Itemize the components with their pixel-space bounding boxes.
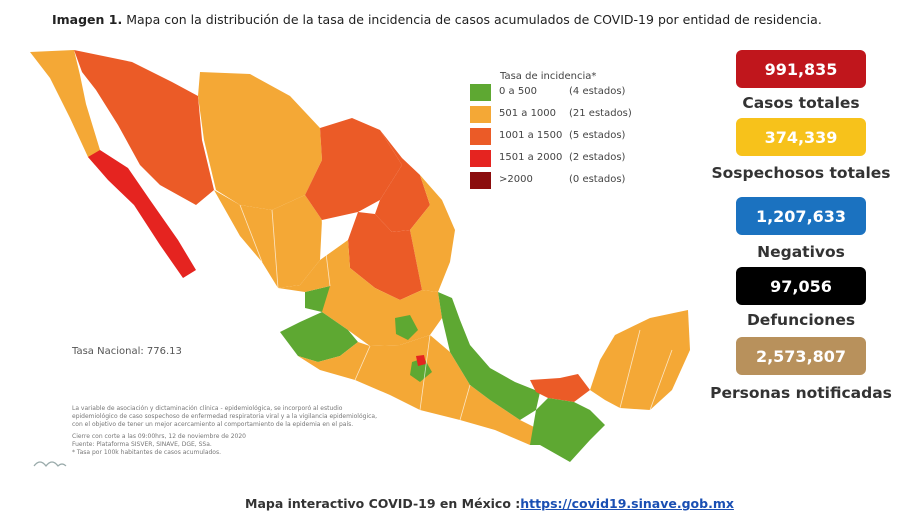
state-baja-california-sur <box>88 150 196 278</box>
legend-swatch <box>470 127 491 145</box>
stat-defunciones-value: 97,056 <box>736 267 866 305</box>
legend-swatch <box>470 171 491 189</box>
stat-sospechosos-label: Sospechosos totales <box>711 164 891 182</box>
stat-casos-totales-label: Casos totales <box>742 94 860 112</box>
legend-item: >2000 (0 estados) <box>470 171 625 189</box>
note-line: Cierre con corte a las 09:00hrs, 12 de n… <box>72 433 246 440</box>
legend-swatch <box>470 149 491 167</box>
state-coahuila <box>305 118 402 220</box>
legend-count: (21 estados) <box>569 108 632 119</box>
legend-count: (5 estados) <box>569 130 626 141</box>
legend-count: (4 estados) <box>569 86 626 97</box>
legend-range: >2000 <box>499 174 533 185</box>
legend-range: 1001 a 1500 <box>499 130 563 141</box>
legend-swatch <box>470 105 491 123</box>
stat-negativos-value: 1,207,633 <box>736 197 866 235</box>
state-chihuahua <box>198 72 322 210</box>
state-jalisco <box>280 312 358 362</box>
legend-count: (2 estados) <box>569 152 626 163</box>
note-line: con el objetivo de tener un mejor acerca… <box>72 421 354 428</box>
legend-item: 1001 a 1500 (5 estados) <box>470 127 625 145</box>
legend-range: 0 a 500 <box>499 86 537 97</box>
legend-range: 1501 a 2000 <box>499 152 563 163</box>
legend-swatch <box>470 83 491 101</box>
legend-range: 501 a 1000 <box>499 108 557 119</box>
state-hidalgo <box>395 315 418 340</box>
stat-casos-totales-value: 991,835 <box>736 50 866 88</box>
stat-negativos-label: Negativos <box>757 243 845 261</box>
legend-item: 501 a 1000 (21 estados) <box>470 105 632 123</box>
state-tabasco <box>530 374 590 402</box>
footer-text: Mapa interactivo COVID-19 en México : <box>245 496 521 511</box>
note-line: La variable de asociación y dictaminació… <box>72 405 343 412</box>
figure-caption: Imagen 1. Mapa con la distribución de la… <box>52 12 822 27</box>
state-durango-sinaloa <box>214 190 322 288</box>
stat-personas-notificadas-label: Personas notificadas <box>710 384 892 402</box>
state-yucatan-peninsula <box>590 310 690 410</box>
national-rate: Tasa Nacional: 776.13 <box>72 346 182 357</box>
sinave-logo-icon <box>33 461 67 467</box>
state-tamaulipas <box>410 175 455 292</box>
legend-title: Tasa de incidencia* <box>500 71 597 82</box>
legend-item: 0 a 500 (4 estados) <box>470 83 625 101</box>
footer: Mapa interactivo COVID-19 en México :htt… <box>245 496 734 511</box>
state-san-luis-potosi <box>348 212 422 300</box>
state-chiapas <box>530 398 605 462</box>
note-line: Fuente: Plataforma SISVER, SINAVE, DGE, … <box>72 441 212 448</box>
legend-item: 1501 a 2000 (2 estados) <box>470 149 625 167</box>
caption-text: Mapa con la distribución de la tasa de i… <box>126 12 822 27</box>
stat-sospechosos-value: 374,339 <box>736 118 866 156</box>
state-cdmx <box>416 355 426 366</box>
state-southwest <box>298 335 540 445</box>
footer-link[interactable]: https://covid19.sinave.gob.mx <box>520 496 734 511</box>
map-notes: La variable de asociación y dictaminació… <box>72 405 432 457</box>
mexico-incidence-map <box>30 50 690 462</box>
caption-lead: Imagen 1. <box>52 12 123 27</box>
state-baja-california <box>30 50 100 165</box>
stat-defunciones-label: Defunciones <box>746 311 856 329</box>
state-veracruz <box>438 292 540 420</box>
state-nuevo-leon <box>375 130 430 232</box>
stat-personas-notificadas-value: 2,573,807 <box>736 337 866 375</box>
note-line: epidemiológico de caso sospechoso de enf… <box>72 413 378 420</box>
legend-count: (0 estados) <box>569 174 626 185</box>
note-line: * Tasa por 100k habitantes de casos acum… <box>72 449 222 456</box>
state-sonora <box>74 50 214 205</box>
